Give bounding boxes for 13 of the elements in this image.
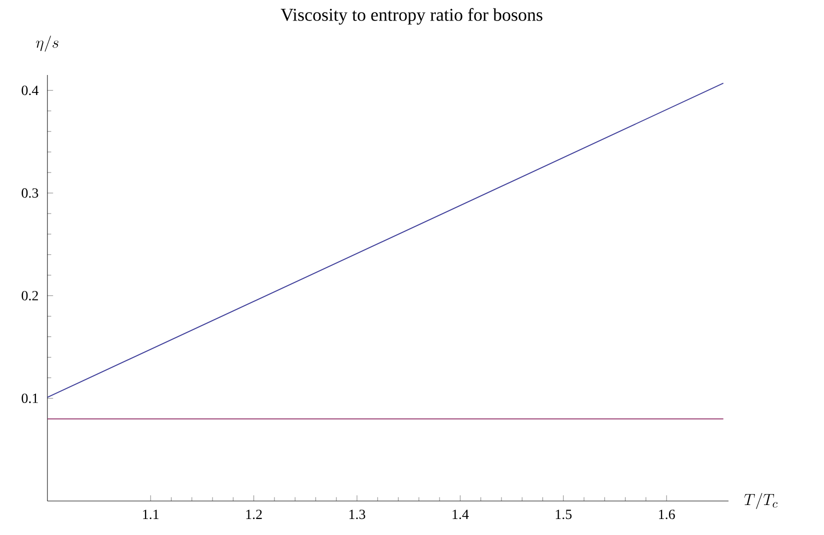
y-tick-label: 0.1 bbox=[22, 394, 38, 404]
y-tick-label: 0.4 bbox=[22, 86, 38, 96]
x-tick-label: 1.3 bbox=[349, 510, 366, 520]
y-tick-label: 0.2 bbox=[22, 290, 38, 300]
x-axis-title: $T/T_c$ bbox=[744, 492, 778, 509]
y-axis-title: $\eta/s$ bbox=[36, 36, 58, 52]
x-tick-label: 1.6 bbox=[659, 510, 675, 520]
x-tick-label: 1.1 bbox=[143, 510, 159, 520]
x-tick-label: 1.4 bbox=[452, 510, 469, 520]
y-tick-label: 0.3 bbox=[22, 188, 38, 198]
x-tick-label: 1.5 bbox=[556, 510, 572, 520]
x-tick-label: 1.2 bbox=[246, 510, 262, 520]
chart-title: Viscosity to entropy ratio for bosons bbox=[280, 8, 542, 25]
